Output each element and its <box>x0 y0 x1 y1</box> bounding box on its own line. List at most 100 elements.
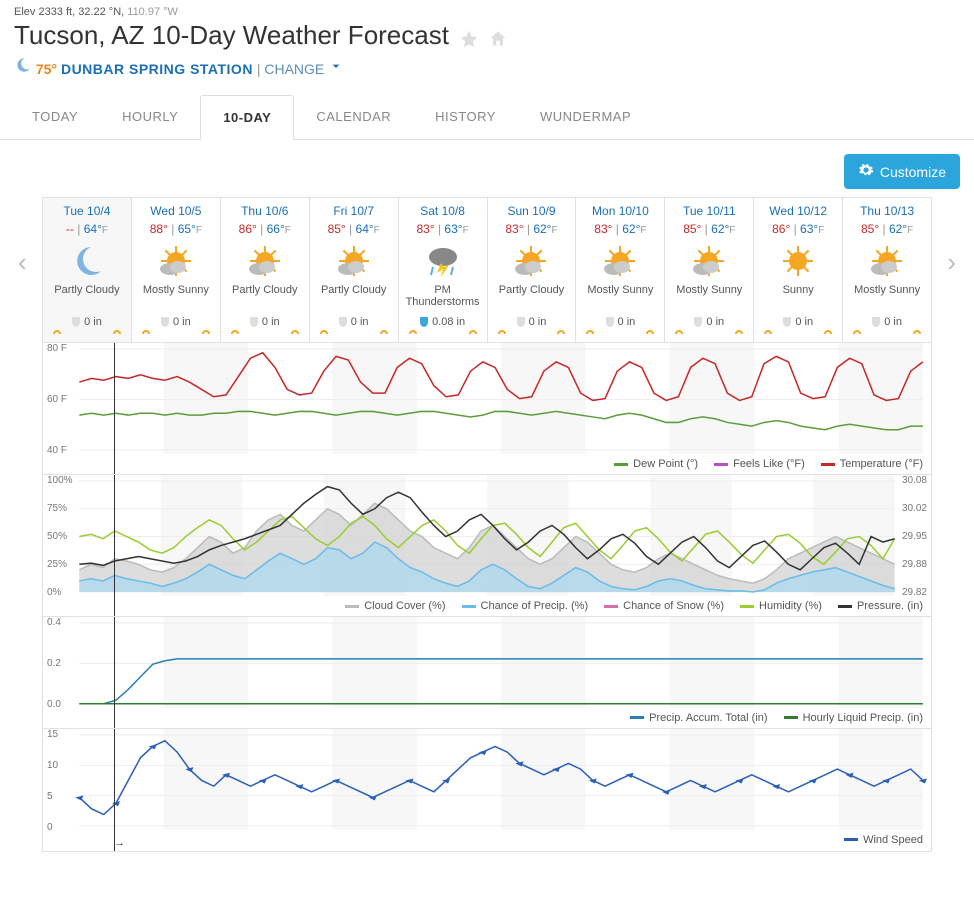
sun-times <box>490 328 574 338</box>
precip-amount: 0 in <box>223 316 307 328</box>
day-date: Thu 10/13 <box>845 204 929 218</box>
day-temps: 85° | 64°F <box>312 222 396 236</box>
legend-item: Dew Point (°) <box>614 458 698 470</box>
tab-history[interactable]: HISTORY <box>413 95 518 139</box>
day-temps: 83° | 62°F <box>490 222 574 236</box>
sun-times <box>401 328 485 338</box>
sun-times <box>845 328 929 338</box>
chart-legend: Precip. Accum. Total (in)Hourly Liquid P… <box>43 708 931 728</box>
sun-times <box>134 328 218 338</box>
weather-icon <box>134 240 218 282</box>
day-card[interactable]: Sun 10/9 83° | 62°F Partly Cloudy 0 in <box>488 198 577 342</box>
gear-icon <box>858 162 874 181</box>
temperature-chart: 80 F60 F40 FDew Point (°)Feels Like (°F)… <box>43 343 931 475</box>
tab-wundermap[interactable]: WUNDERMAP <box>518 95 653 139</box>
toolbar: Customize <box>0 140 974 197</box>
charts-panel: 80 F60 F40 FDew Point (°)Feels Like (°F)… <box>42 342 932 852</box>
y-axis: 151050 <box>47 729 58 833</box>
tab-hourly[interactable]: HOURLY <box>100 95 200 139</box>
day-cards: Tue 10/4 -- | 64°F Partly Cloudy 0 in We… <box>42 197 932 342</box>
day-temps: 88° | 65°F <box>134 222 218 236</box>
condition-text: Partly Cloudy <box>490 284 574 310</box>
day-card[interactable]: Fri 10/7 85° | 64°F Partly Cloudy 0 in <box>310 198 399 342</box>
current-conditions: 75° DUNBAR SPRING STATION | CHANGE <box>14 56 960 77</box>
day-card[interactable]: Thu 10/13 85° | 62°F Mostly Sunny 0 in <box>843 198 931 342</box>
sun-times <box>667 328 751 338</box>
legend-item: Wind Speed <box>844 834 923 846</box>
precip-amount: 0 in <box>845 316 929 328</box>
tab-10-day[interactable]: 10-DAY <box>200 95 294 140</box>
weather-icon <box>401 240 485 282</box>
weather-icon <box>45 240 129 282</box>
y-axis: 0.40.20.0 <box>47 617 61 710</box>
day-card[interactable]: Thu 10/6 86° | 66°F Partly Cloudy 0 in <box>221 198 310 342</box>
condition-text: Mostly Sunny <box>134 284 218 310</box>
precip-amount: 0 in <box>756 316 840 328</box>
condition-text: Mostly Sunny <box>667 284 751 310</box>
legend-item: Chance of Precip. (%) <box>462 600 589 612</box>
legend-item: Feels Like (°F) <box>714 458 805 470</box>
day-temps: 85° | 62°F <box>667 222 751 236</box>
page-title: Tucson, AZ 10-Day Weather Forecast <box>14 20 449 51</box>
weather-icon <box>667 240 751 282</box>
station-link[interactable]: DUNBAR SPRING STATION <box>61 61 253 77</box>
precip-amount: 0 in <box>312 316 396 328</box>
moon-icon <box>14 61 36 77</box>
customize-button[interactable]: Customize <box>844 154 960 189</box>
tab-calendar[interactable]: CALENDAR <box>294 95 413 139</box>
day-date: Fri 10/7 <box>312 204 396 218</box>
precip-amount: 0 in <box>578 316 662 328</box>
day-temps: 86° | 66°F <box>223 222 307 236</box>
day-temps: 83° | 63°F <box>401 222 485 236</box>
weather-icon <box>223 240 307 282</box>
weather-icon <box>578 240 662 282</box>
day-temps: 85° | 62°F <box>845 222 929 236</box>
precip-amount: 0 in <box>45 316 129 328</box>
day-card[interactable]: Sat 10/8 83° | 63°F PM Thunderstorms 0.0… <box>399 198 488 342</box>
day-temps: -- | 64°F <box>45 222 129 236</box>
day-date: Tue 10/11 <box>667 204 751 218</box>
day-card[interactable]: Mon 10/10 83° | 62°F Mostly Sunny 0 in <box>576 198 665 342</box>
chevron-down-icon[interactable] <box>328 61 344 77</box>
day-date: Thu 10/6 <box>223 204 307 218</box>
condition-text: Partly Cloudy <box>45 284 129 310</box>
precip-chart: 0.40.20.0Precip. Accum. Total (in)Hourly… <box>43 617 931 729</box>
home-icon[interactable] <box>488 29 508 52</box>
chart-legend: Wind Speed <box>43 830 931 850</box>
tab-today[interactable]: TODAY <box>10 95 100 139</box>
day-card[interactable]: Wed 10/5 88° | 65°F Mostly Sunny 0 in <box>132 198 221 342</box>
legend-item: Temperature (°F) <box>821 458 923 470</box>
favorite-icon[interactable] <box>459 29 479 52</box>
y-axis-right: 30.0830.0229.9529.8829.82 <box>902 475 927 598</box>
chart-legend: Dew Point (°) Feels Like (°F) Temperature … <box>43 454 931 474</box>
weather-icon <box>312 240 396 282</box>
day-card[interactable]: Tue 10/11 85° | 62°F Mostly Sunny 0 in <box>665 198 754 342</box>
day-temps: 83° | 62°F <box>578 222 662 236</box>
sun-times <box>223 328 307 338</box>
now-indicator <box>114 617 115 728</box>
nav-tabs: TODAYHOURLY10-DAYCALENDARHISTORYWUNDERMA… <box>0 95 974 140</box>
day-date: Wed 10/12 <box>756 204 840 218</box>
legend-item: Pressure. (in) <box>838 600 923 612</box>
prev-days-button[interactable]: ‹ <box>18 247 27 278</box>
next-days-button[interactable]: › <box>947 247 956 278</box>
day-date: Sat 10/8 <box>401 204 485 218</box>
wind-chart: 151050→Wind Speed <box>43 729 931 851</box>
day-card[interactable]: Tue 10/4 -- | 64°F Partly Cloudy 0 in <box>43 198 132 342</box>
location-meta: Elev 2333 ft, 32.22 °N, 110.97 °W <box>0 0 974 20</box>
day-date: Wed 10/5 <box>134 204 218 218</box>
sun-times <box>45 328 129 338</box>
day-date: Sun 10/9 <box>490 204 574 218</box>
precip-amount: 0.08 in <box>401 316 485 328</box>
precip-amount: 0 in <box>490 316 574 328</box>
legend-item: Cloud Cover (%) <box>345 600 445 612</box>
y-axis: 100%75%50%25%0% <box>47 475 73 598</box>
weather-icon <box>845 240 929 282</box>
condition-text: PM Thunderstorms <box>401 284 485 310</box>
forecast-container: ‹ › Tue 10/4 -- | 64°F Partly Cloudy 0 i… <box>0 197 974 852</box>
precip-amount: 0 in <box>667 316 751 328</box>
condition-text: Mostly Sunny <box>578 284 662 310</box>
day-date: Tue 10/4 <box>45 204 129 218</box>
day-card[interactable]: Wed 10/12 86° | 63°F Sunny 0 in <box>754 198 843 342</box>
change-station-link[interactable]: CHANGE <box>264 61 324 77</box>
